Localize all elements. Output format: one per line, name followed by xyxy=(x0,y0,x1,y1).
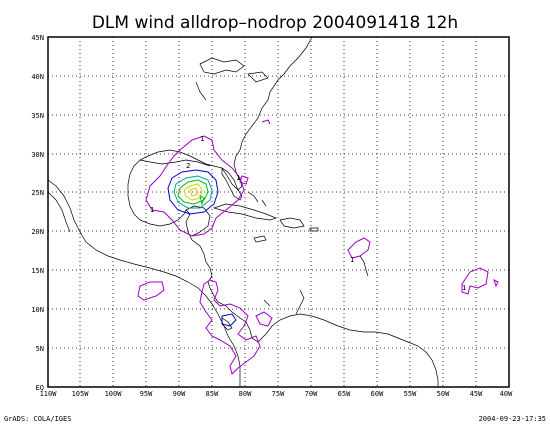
lon-tick-label: 110W xyxy=(40,390,58,398)
coastline-mexico-pacific xyxy=(47,179,241,387)
contour-1-bahamas xyxy=(261,119,271,125)
coastline-lake-2 xyxy=(247,71,269,83)
contour-2 xyxy=(167,169,219,215)
coastline-jamaica xyxy=(253,235,267,243)
lat-tick-label: EQ xyxy=(36,384,44,392)
map-title: DLM wind alldrop–nodrop 2004091418 12h xyxy=(92,13,458,33)
coastline-bahamas xyxy=(247,191,267,207)
coastline-windward xyxy=(359,255,369,277)
contour-4 xyxy=(177,179,209,205)
contour-1-pacific xyxy=(137,281,165,301)
contour-label-group: 1 2 1 1 1 1 xyxy=(150,135,466,292)
lon-tick-label: 75W xyxy=(272,390,285,398)
contour-1-atlantic-small xyxy=(493,279,499,288)
contours xyxy=(137,119,499,375)
lon-tick-label: 80W xyxy=(239,390,252,398)
contour-4-inner xyxy=(199,195,205,206)
plot-frame xyxy=(47,36,510,388)
coastlines xyxy=(47,36,439,387)
lat-tick-label: 10N xyxy=(31,306,44,314)
contour-1-panama xyxy=(255,311,273,327)
lon-axis: 110W 105W 100W 95W 90W 85W 80W 75W 70W 6… xyxy=(40,390,514,398)
footer-timestamp: 2004-09-23-17:35 xyxy=(479,415,546,423)
contour-label: 1 xyxy=(236,174,240,182)
lon-tick-label: 60W xyxy=(371,390,384,398)
lon-tick-label: 85W xyxy=(206,390,219,398)
lat-tick-label: 40N xyxy=(31,73,44,81)
contour-label: 1 xyxy=(200,135,204,143)
lat-tick-label: 45N xyxy=(31,34,44,42)
lat-tick-label: 5N xyxy=(36,345,44,353)
lon-tick-label: 90W xyxy=(173,390,186,398)
contour-1-gulf xyxy=(145,135,245,237)
contour-label: 1 xyxy=(462,284,466,292)
lon-tick-label: 45W xyxy=(470,390,483,398)
contour-1-small-ne xyxy=(239,175,249,185)
contour-2-central-america xyxy=(221,313,237,327)
lat-tick-label: 35N xyxy=(31,112,44,120)
coastline-florida xyxy=(221,167,243,201)
coastline-baja xyxy=(47,191,71,233)
gridlines xyxy=(48,37,509,387)
coastline-great-lakes xyxy=(199,57,245,75)
coastline-gulf xyxy=(139,159,211,167)
coastline-cuba xyxy=(212,203,278,221)
lon-tick-label: 100W xyxy=(105,390,123,398)
contour-label: 1 xyxy=(150,206,154,214)
lat-tick-label: 30N xyxy=(31,151,44,159)
lon-tick-label: 65W xyxy=(338,390,351,398)
lon-tick-label: 105W xyxy=(72,390,90,398)
coastline-yucatan xyxy=(185,205,211,237)
contour-3 xyxy=(173,175,213,209)
contour-1-antilles xyxy=(347,237,371,259)
lat-tick-label: 20N xyxy=(31,228,44,236)
contour-1-central-america xyxy=(199,279,261,375)
coastline-south-america xyxy=(263,289,305,315)
contour-5-inner xyxy=(189,187,199,197)
lat-tick-label: 25N xyxy=(31,189,44,197)
lon-tick-label: 55W xyxy=(404,390,417,398)
coastline-puerto-rico xyxy=(309,227,319,232)
contour-5 xyxy=(183,183,203,201)
lon-tick-label: 40W xyxy=(500,390,513,398)
contour-label: 2 xyxy=(186,162,190,170)
coastline-lake-3 xyxy=(195,81,207,101)
lon-tick-label: 50W xyxy=(437,390,450,398)
footer-source: GrADS: COLA/IGES xyxy=(4,415,71,423)
contour-1-atlantic xyxy=(461,267,489,295)
contour-label: 1 xyxy=(350,256,354,264)
lon-tick-label: 95W xyxy=(140,390,153,398)
lat-tick-label: 15N xyxy=(31,267,44,275)
coastline-hispaniola xyxy=(279,217,305,229)
coastline-americas xyxy=(127,36,439,387)
lon-tick-label: 70W xyxy=(305,390,318,398)
lat-axis: EQ 5N 10N 15N 20N 25N 30N 35N 40N 45N xyxy=(31,34,44,392)
